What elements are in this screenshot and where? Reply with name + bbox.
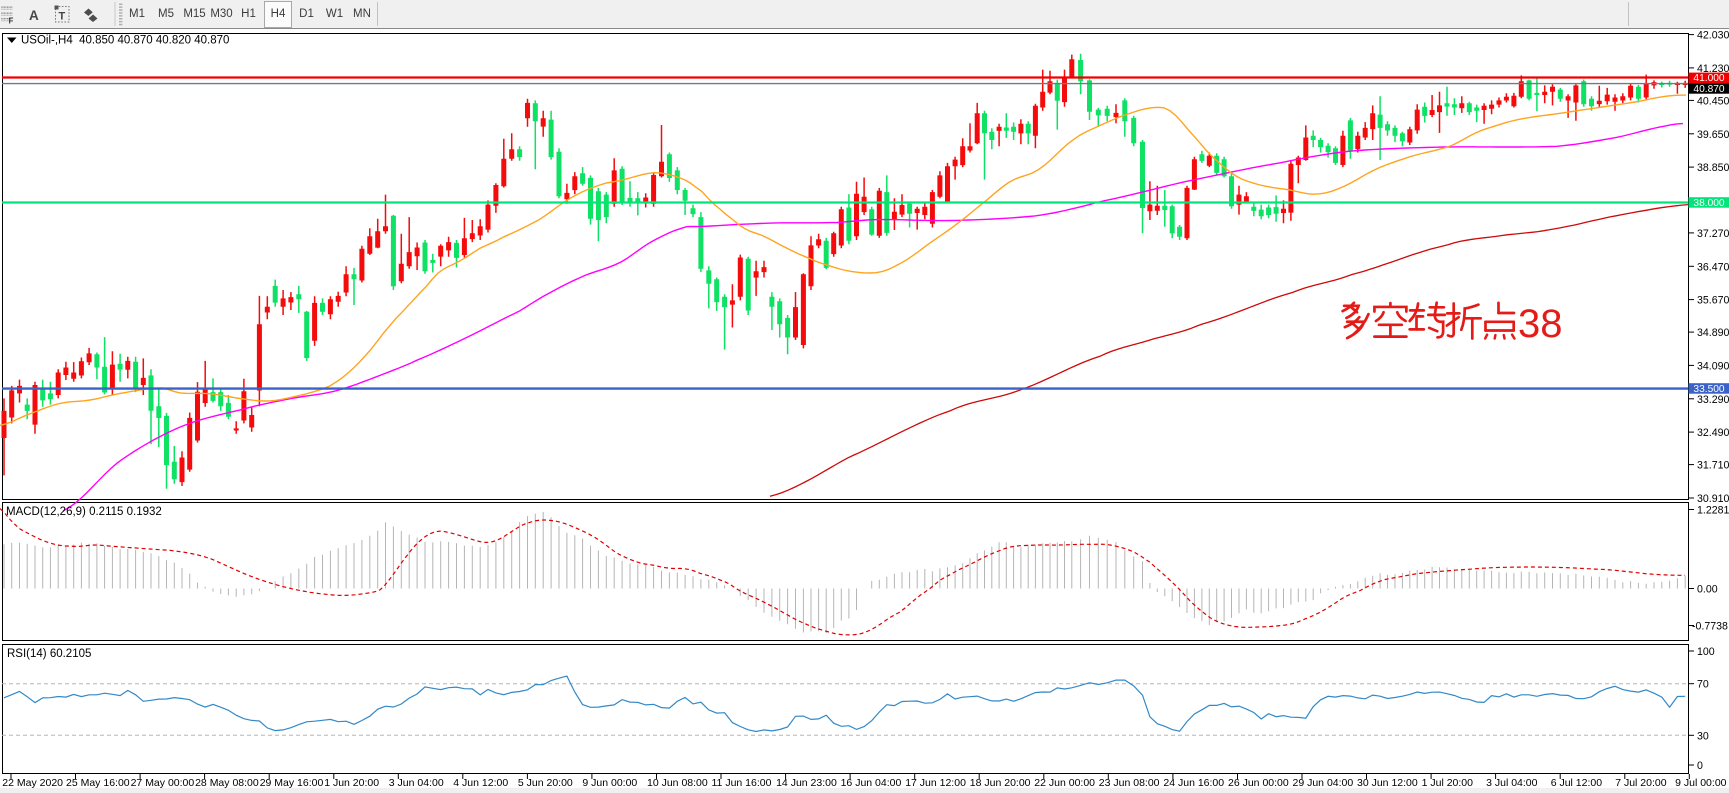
svg-text:23 Jun 08:00: 23 Jun 08:00 <box>1099 777 1160 789</box>
svg-text:6 Jul 12:00: 6 Jul 12:00 <box>1551 777 1603 789</box>
svg-text:16 Jun 04:00: 16 Jun 04:00 <box>841 777 902 789</box>
svg-text:30 Jun 12:00: 30 Jun 12:00 <box>1357 777 1418 789</box>
svg-text:24 Jun 16:00: 24 Jun 16:00 <box>1163 777 1224 789</box>
svg-text:38.850: 38.850 <box>1697 162 1729 174</box>
svg-text:MACD(12,26,9) 0.2115 0.1932: MACD(12,26,9) 0.2115 0.1932 <box>6 506 162 518</box>
svg-text:29 May 16:00: 29 May 16:00 <box>260 777 324 789</box>
svg-text:32.490: 32.490 <box>1697 427 1729 439</box>
svg-text:9 Jul 00:00: 9 Jul 00:00 <box>1675 777 1727 789</box>
svg-text:38: 38 <box>1518 302 1563 346</box>
svg-text:14 Jun 23:00: 14 Jun 23:00 <box>776 777 837 789</box>
svg-text:3 Jul 04:00: 3 Jul 04:00 <box>1486 777 1538 789</box>
svg-text:41.000: 41.000 <box>1693 73 1724 84</box>
svg-text:36.470: 36.470 <box>1697 261 1729 273</box>
svg-text:26 Jun 00:00: 26 Jun 00:00 <box>1228 777 1289 789</box>
svg-text:39.650: 39.650 <box>1697 129 1729 141</box>
svg-text:0: 0 <box>1697 760 1703 772</box>
svg-text:1.2281: 1.2281 <box>1697 505 1729 517</box>
svg-text:1 Jun 20:00: 1 Jun 20:00 <box>324 777 379 789</box>
svg-text:40.450: 40.450 <box>1697 95 1729 107</box>
svg-text:22 May 2020: 22 May 2020 <box>2 777 63 789</box>
svg-text:34.890: 34.890 <box>1697 327 1729 339</box>
svg-text:3 Jun 04:00: 3 Jun 04:00 <box>389 777 444 789</box>
svg-text:18 Jun 20:00: 18 Jun 20:00 <box>970 777 1031 789</box>
svg-text:30.910: 30.910 <box>1697 493 1729 505</box>
svg-text:F: F <box>9 17 14 26</box>
svg-text:4 Jun 12:00: 4 Jun 12:00 <box>453 777 508 789</box>
svg-text:41.230: 41.230 <box>1697 63 1729 75</box>
svg-text:40.870: 40.870 <box>1693 84 1724 95</box>
svg-text:USOil-,H4 40.850 40.870 40.82: USOil-,H4 40.850 40.870 40.820 40.870 <box>21 35 229 47</box>
svg-text:28 May 08:00: 28 May 08:00 <box>195 777 259 789</box>
svg-text:11 Jun 16:00: 11 Jun 16:00 <box>712 777 772 789</box>
svg-text:100: 100 <box>1697 646 1715 658</box>
svg-text:31.710: 31.710 <box>1697 460 1729 472</box>
svg-text:22 Jun 00:00: 22 Jun 00:00 <box>1034 777 1095 789</box>
svg-text:-0.7738: -0.7738 <box>1692 621 1728 633</box>
svg-text:9 Jun 00:00: 9 Jun 00:00 <box>582 777 637 789</box>
svg-text:38.000: 38.000 <box>1693 198 1724 209</box>
svg-text:RSI(14) 60.2105: RSI(14) 60.2105 <box>7 648 91 660</box>
svg-text:7 Jul 20:00: 7 Jul 20:00 <box>1615 777 1667 789</box>
svg-text:29 Jun 04:00: 29 Jun 04:00 <box>1293 777 1354 789</box>
svg-text:10 Jun 08:00: 10 Jun 08:00 <box>647 777 708 789</box>
svg-text:33.290: 33.290 <box>1697 394 1729 406</box>
svg-text:70: 70 <box>1697 679 1709 691</box>
svg-text:17 Jun 12:00: 17 Jun 12:00 <box>905 777 966 789</box>
svg-text:42.030: 42.030 <box>1697 30 1729 42</box>
svg-text:A: A <box>29 8 39 23</box>
svg-text:33.500: 33.500 <box>1693 384 1724 395</box>
svg-text:37.270: 37.270 <box>1697 228 1729 240</box>
svg-text:5 Jun 20:00: 5 Jun 20:00 <box>518 777 573 789</box>
svg-text:34.090: 34.090 <box>1697 360 1729 372</box>
svg-text:1 Jul 20:00: 1 Jul 20:00 <box>1422 777 1474 789</box>
svg-text:27 May 00:00: 27 May 00:00 <box>131 777 195 789</box>
svg-text:0.00: 0.00 <box>1697 584 1718 596</box>
svg-text:35.670: 35.670 <box>1697 295 1729 307</box>
svg-text:T: T <box>59 11 66 23</box>
svg-text:25 May 16:00: 25 May 16:00 <box>66 777 130 789</box>
svg-text:30: 30 <box>1697 730 1709 742</box>
